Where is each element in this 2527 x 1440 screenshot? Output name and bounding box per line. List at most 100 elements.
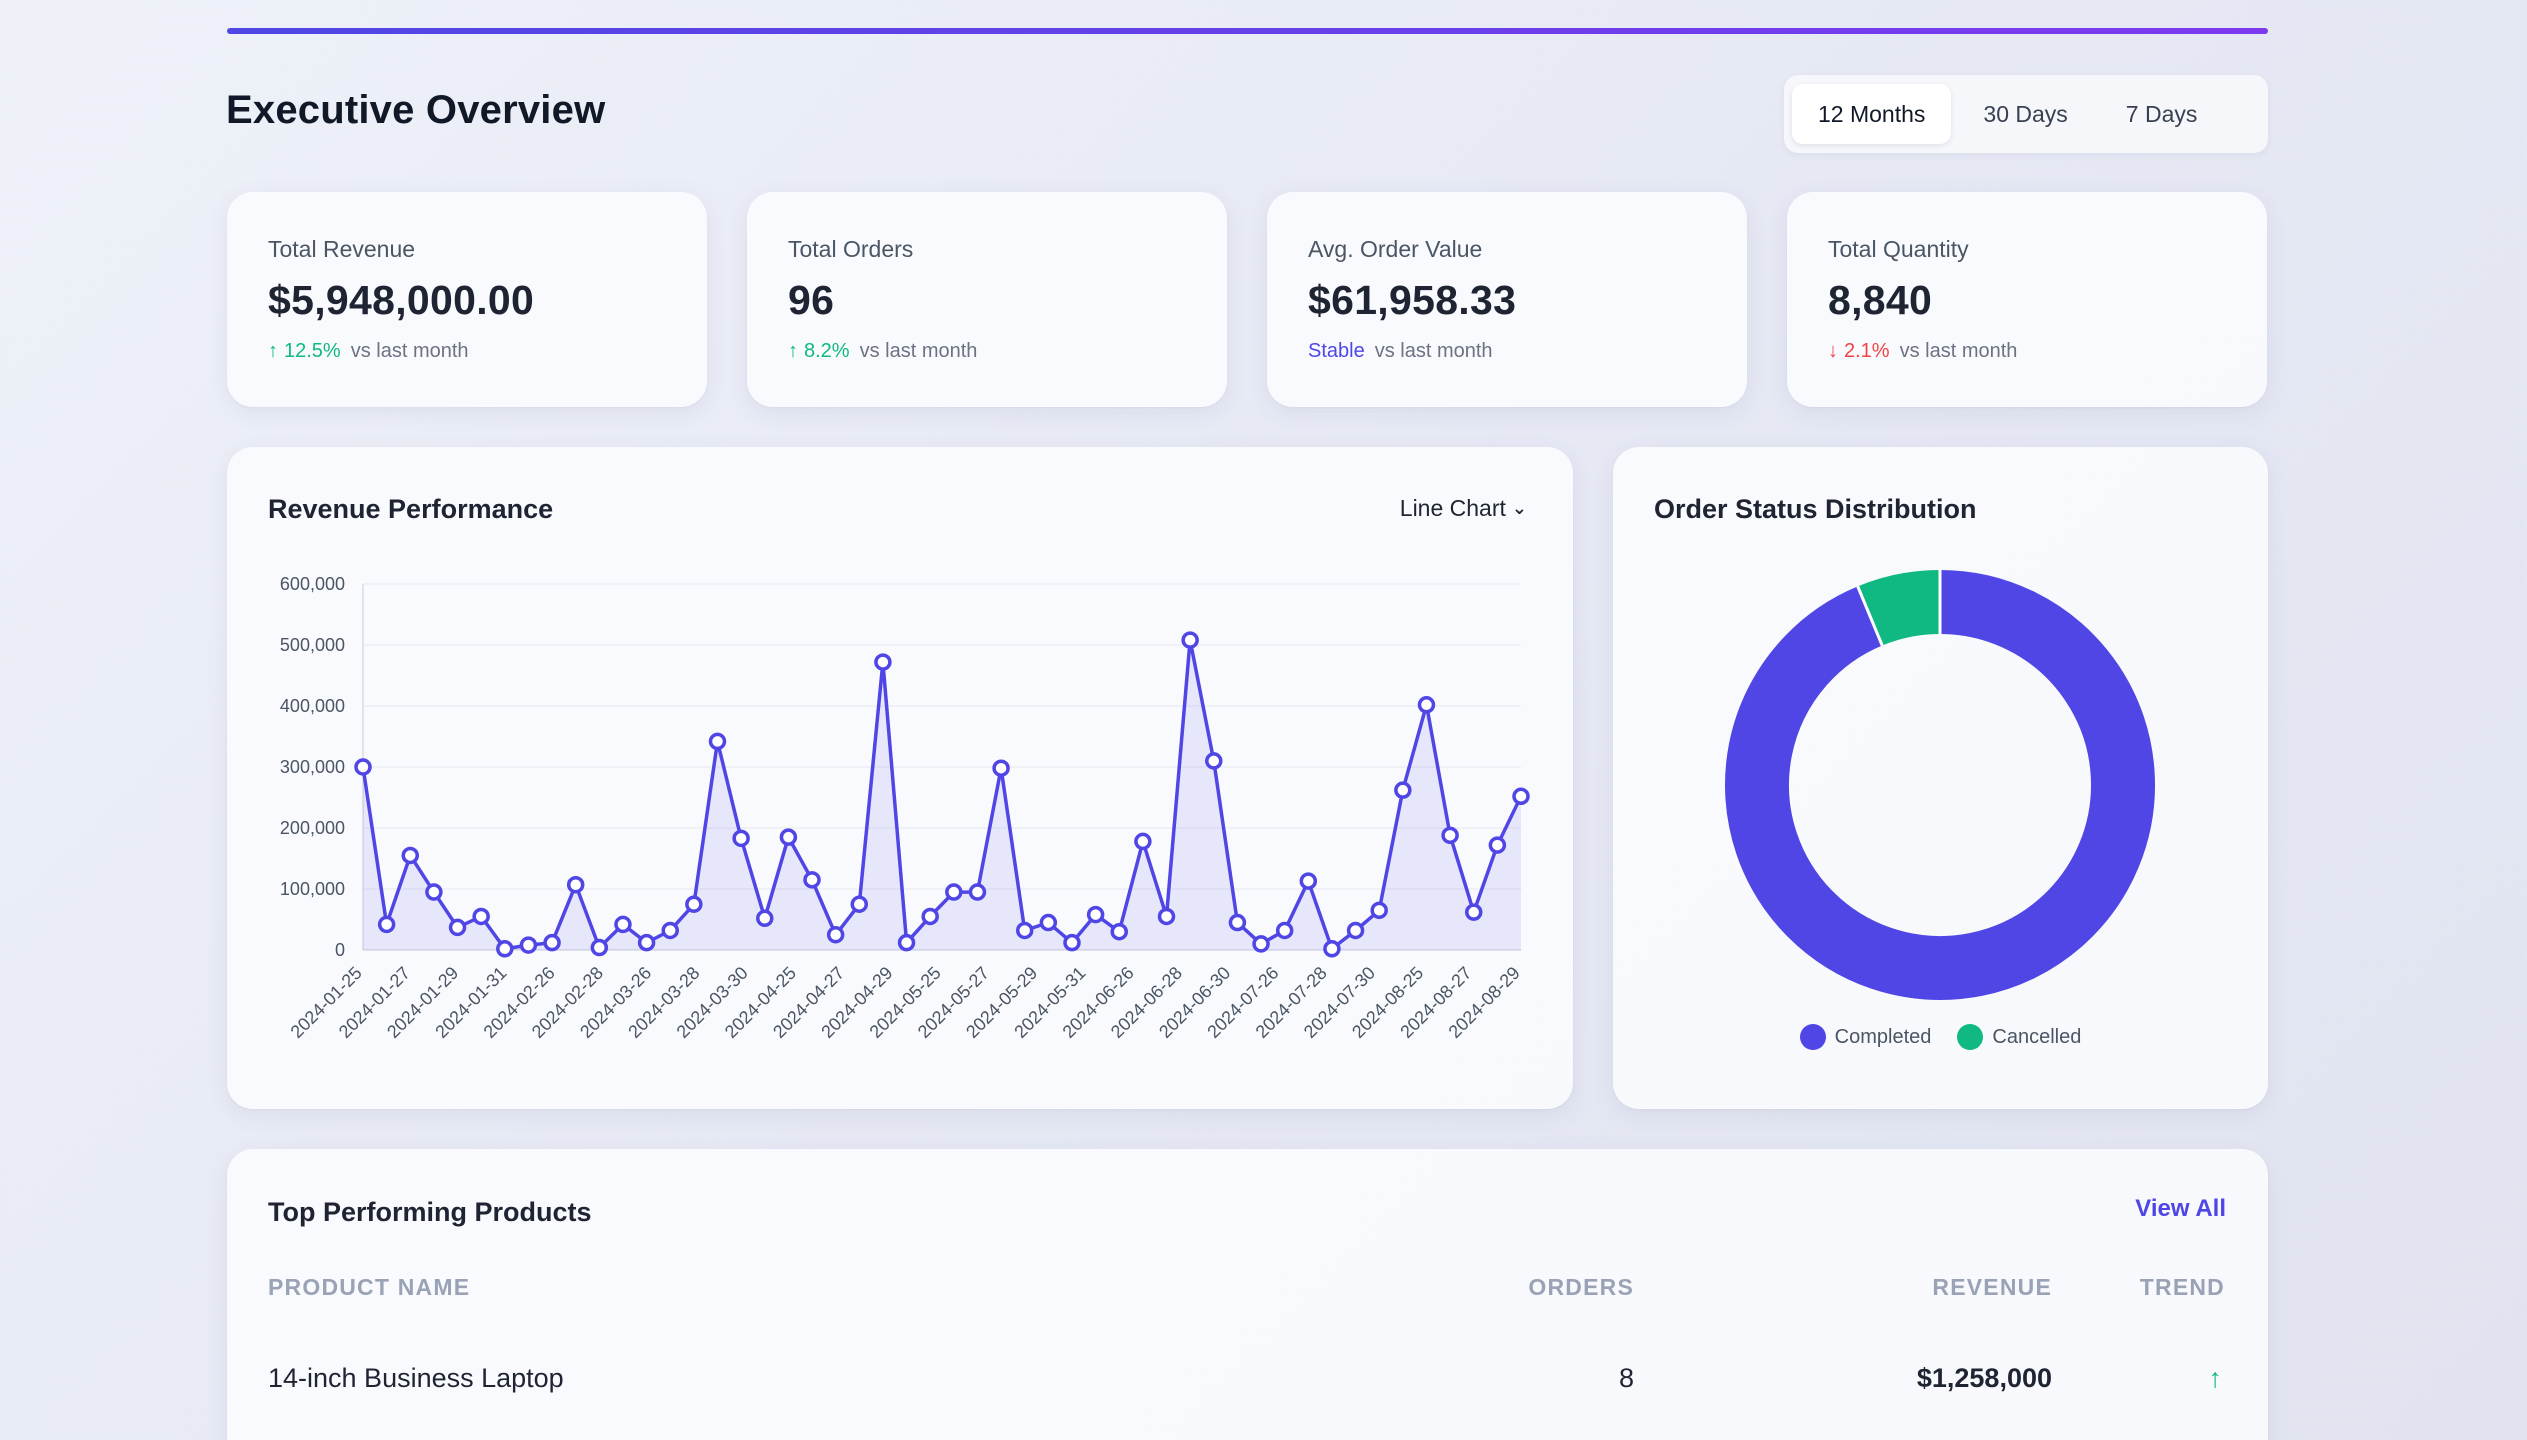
data-point[interactable] [708, 732, 727, 751]
kpi-card-total-quantity: Total Quantity 8,840 ↓ 2.1% vs last mont… [1787, 192, 2267, 407]
y-tick-label: 500,000 [280, 635, 345, 655]
data-point[interactable] [590, 938, 609, 957]
range-7-days-button[interactable]: 7 Days [2125, 100, 2198, 127]
kpi-trend: Stable vs last month [1308, 340, 1747, 363]
data-point[interactable] [1228, 913, 1247, 932]
data-point[interactable] [992, 759, 1010, 777]
order-status-donut-chart [1725, 570, 2155, 1000]
data-point[interactable] [945, 883, 963, 901]
date-range-toggle: 12 Months 30 Days 7 Days [1784, 75, 2268, 153]
data-point[interactable] [1464, 903, 1483, 921]
data-point[interactable] [779, 828, 798, 846]
kpi-value: 8,840 [1828, 277, 1933, 323]
data-point[interactable] [614, 915, 632, 934]
column-header-orders[interactable]: ORDERS [1528, 1274, 1634, 1300]
data-point[interactable] [661, 921, 679, 940]
donut-slice-cancelled[interactable] [1857, 570, 1941, 646]
data-point[interactable] [377, 915, 396, 934]
range-12-months-button[interactable]: 12 Months [1792, 84, 1952, 144]
range-30-days-button[interactable]: 30 Days [1983, 100, 2068, 127]
kpi-trend-value: 8.2% [804, 340, 850, 362]
kpi-value: $61,958.33 [1308, 277, 1517, 323]
column-header-revenue[interactable]: REVENUE [1932, 1274, 2052, 1300]
data-point[interactable] [921, 907, 939, 926]
data-point[interactable] [1512, 787, 1530, 806]
top-products-title: Top Performing Products [268, 1197, 592, 1227]
chevron-down-icon: ⌄ [1511, 498, 1527, 518]
data-point[interactable] [1086, 905, 1105, 924]
kpi-trend: ↑ 12.5% vs last month [268, 340, 707, 363]
data-point[interactable] [1039, 913, 1058, 932]
data-point[interactable] [1205, 752, 1223, 770]
data-point[interactable] [1134, 832, 1152, 851]
data-point[interactable] [756, 909, 774, 928]
data-point[interactable] [968, 883, 987, 901]
y-tick-label: 200,000 [280, 818, 345, 838]
revenue-line-chart: 0 100,000 200,000 300,000 400,000 500,000 600,… [280, 574, 1530, 1042]
data-point[interactable] [472, 907, 490, 926]
data-point[interactable] [1346, 921, 1365, 940]
data-point[interactable] [1063, 933, 1081, 952]
trend-up-icon: ↑ [2208, 1363, 2223, 1393]
order-status-card: Order Status Distribution Completed Canc… [1613, 447, 2268, 1109]
data-point[interactable] [1441, 826, 1459, 845]
y-tick-label: 100,000 [280, 879, 345, 899]
data-point[interactable] [519, 936, 538, 954]
data-point[interactable] [803, 871, 821, 889]
data-point[interactable] [566, 875, 585, 894]
column-header-trend[interactable]: TREND [2139, 1274, 2225, 1300]
kpi-trend-suffix: vs last month [1899, 340, 2018, 362]
legend-item-completed[interactable]: Completed [1799, 1024, 1931, 1050]
data-point[interactable] [401, 846, 420, 865]
top-products-card: Top Performing Products View All PRODUCT… [227, 1149, 2268, 1440]
column-header-product-name[interactable]: PRODUCT NAME [268, 1274, 471, 1300]
revenue-performance-card: Revenue Performance Line Chart ⌄ 0 100,00… [227, 447, 1573, 1109]
data-point[interactable] [850, 895, 869, 913]
kpi-label: Total Orders [788, 236, 914, 262]
donut-slice-completed[interactable] [1725, 570, 2155, 1000]
kpi-trend-value: 2.1% [1844, 340, 1890, 362]
data-point[interactable] [1323, 940, 1341, 958]
data-point[interactable] [425, 883, 443, 901]
data-point[interactable] [897, 933, 916, 952]
data-point[interactable] [1394, 781, 1412, 799]
slice-separator [1856, 585, 1884, 647]
donut-legend: Completed Cancelled [1613, 1024, 2268, 1050]
data-point[interactable] [1181, 631, 1199, 649]
data-point[interactable] [1157, 907, 1176, 926]
kpi-trend: ↓ 2.1% vs last month [1828, 340, 2267, 363]
kpi-value: $5,948,000.00 [268, 277, 535, 323]
kpi-trend: ↑ 8.2% vs last month [788, 340, 1227, 363]
accent-bar [227, 28, 2268, 34]
kpi-label: Total Revenue [268, 236, 416, 262]
data-point[interactable] [1370, 901, 1388, 920]
kpi-label: Total Quantity [1828, 236, 1969, 262]
data-point[interactable] [685, 895, 703, 913]
kpi-trend-value: 12.5% [284, 340, 341, 362]
y-tick-label: 300,000 [280, 757, 345, 777]
kpi-card-total-orders: Total Orders 96 ↑ 8.2% vs last month [747, 192, 1227, 407]
data-point[interactable] [1110, 922, 1128, 941]
arrow-down-icon: ↓ [1828, 340, 1838, 362]
y-tick-label: 400,000 [280, 696, 345, 716]
arrow-up-icon: ↑ [788, 340, 798, 362]
product-revenue: $1,258,000 [1916, 1363, 2052, 1393]
data-point[interactable] [637, 933, 656, 952]
legend-item-cancelled[interactable]: Cancelled [1957, 1024, 2081, 1050]
data-point[interactable] [874, 653, 892, 671]
kpi-trend-suffix: vs last month [859, 340, 978, 362]
data-point[interactable] [354, 758, 372, 776]
data-point[interactable] [1275, 921, 1294, 940]
data-point[interactable] [543, 933, 561, 952]
data-point[interactable] [1252, 935, 1270, 953]
data-point[interactable] [448, 918, 467, 937]
chart-type-dropdown[interactable]: Line Chart ⌄ [1400, 495, 1527, 522]
data-point[interactable] [1488, 836, 1507, 854]
data-point[interactable] [826, 926, 845, 944]
data-point[interactable] [496, 940, 514, 958]
data-point[interactable] [732, 829, 750, 848]
data-point[interactable] [1417, 696, 1436, 714]
data-point[interactable] [1299, 872, 1318, 890]
data-point[interactable] [1015, 921, 1034, 940]
view-all-link[interactable]: View All [2135, 1195, 2226, 1222]
